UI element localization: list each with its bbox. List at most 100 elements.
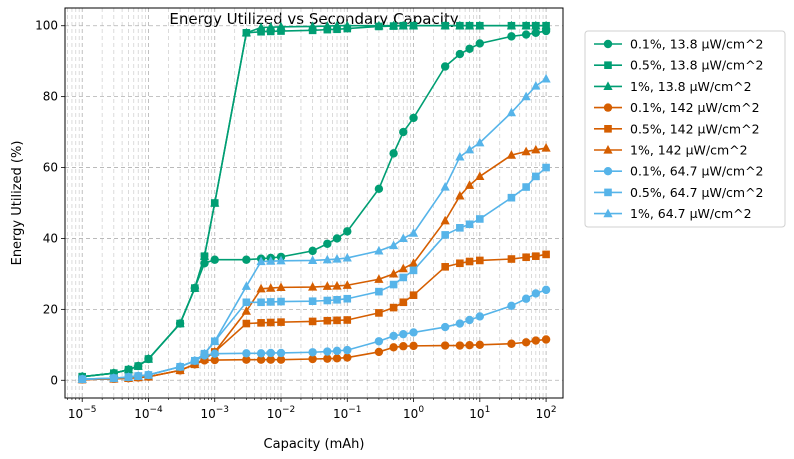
y-tick-label: 40	[43, 231, 58, 245]
data-point	[266, 348, 275, 358]
data-point	[506, 107, 517, 117]
data-point	[506, 20, 517, 30]
x-tick-label: 10−5	[68, 405, 97, 421]
y-tick-label: 80	[43, 90, 58, 104]
legend-marker	[603, 103, 613, 112]
x-tick-label: 10−3	[200, 405, 229, 421]
data-point	[332, 280, 342, 290]
y-tick-label: 100	[35, 19, 58, 33]
data-point	[506, 150, 517, 159]
data-point	[507, 301, 516, 311]
data-point	[440, 182, 450, 191]
data-point	[256, 283, 266, 293]
data-point	[475, 137, 485, 147]
chart-title: Energy Utilized vs Secondary Capacity	[169, 10, 458, 28]
legend-marker	[603, 81, 613, 90]
data-point	[408, 258, 419, 267]
y-axis-label: Energy Utilized (%)	[10, 141, 25, 266]
data-point	[399, 329, 408, 339]
data-point	[374, 20, 384, 30]
legend-item: 1%, 142 μW/cm^2	[594, 143, 748, 158]
data-point	[531, 144, 541, 154]
data-point	[241, 306, 251, 315]
data-point	[531, 289, 541, 298]
data-point	[277, 27, 285, 35]
legend-marker	[603, 145, 613, 154]
data-point	[210, 355, 219, 365]
data-point	[266, 298, 275, 306]
data-point	[190, 355, 200, 365]
legend-label: 1%, 13.8 μW/cm^2	[630, 79, 752, 94]
data-point	[256, 355, 266, 364]
data-point	[542, 163, 550, 172]
data-point	[522, 183, 530, 191]
data-point	[541, 285, 551, 295]
data-point	[399, 298, 408, 307]
data-point	[408, 228, 419, 237]
y-tick-label: 0	[50, 373, 58, 387]
data-point	[342, 252, 352, 262]
data-point	[465, 257, 474, 266]
data-point	[276, 21, 286, 31]
data-point	[322, 21, 332, 30]
data-point	[475, 20, 485, 30]
data-point	[242, 255, 251, 264]
data-point	[323, 296, 332, 305]
data-point	[465, 44, 474, 53]
legend-marker	[604, 125, 612, 133]
data-point	[475, 171, 485, 181]
data-point	[541, 20, 551, 30]
data-point	[541, 73, 551, 83]
data-point	[388, 240, 399, 250]
data-point	[323, 316, 332, 325]
data-point	[332, 234, 342, 243]
data-point	[507, 193, 516, 202]
x-axis-label: Capacity (mAh)	[264, 437, 365, 452]
data-point	[522, 253, 530, 262]
data-point	[308, 282, 318, 291]
legend-marker	[603, 208, 613, 218]
grid	[65, 8, 563, 398]
data-point	[323, 239, 332, 248]
data-point	[409, 291, 418, 299]
data-point	[465, 220, 474, 229]
data-point	[266, 283, 276, 292]
data-point	[389, 280, 398, 289]
data-point	[256, 22, 266, 32]
data-point	[342, 280, 352, 289]
data-point	[440, 215, 450, 225]
series-layer	[77, 20, 551, 384]
data-point	[398, 233, 408, 243]
data-point	[532, 252, 540, 260]
data-point	[343, 316, 352, 324]
data-point	[241, 281, 251, 290]
data-point	[133, 371, 143, 380]
data-point	[210, 255, 219, 264]
data-point	[199, 348, 210, 358]
data-point	[277, 318, 285, 326]
data-point	[266, 22, 276, 31]
data-point	[374, 184, 384, 194]
data-point	[507, 255, 516, 263]
legend-item: 1%, 64.7 μW/cm^2	[594, 206, 752, 221]
y-tick-label: 20	[43, 302, 58, 316]
data-point	[398, 20, 408, 30]
data-point	[266, 256, 276, 265]
data-point	[440, 322, 450, 332]
data-point	[308, 317, 317, 326]
legend-label: 1%, 142 μW/cm^2	[630, 143, 748, 158]
data-point	[476, 215, 484, 223]
data-point	[277, 297, 285, 306]
data-point	[465, 340, 474, 350]
data-point	[308, 26, 317, 35]
legend-item: 0.1%, 142 μW/cm^2	[594, 100, 760, 115]
data-point	[531, 81, 541, 90]
data-point	[175, 318, 185, 328]
data-point	[308, 348, 317, 357]
data-point	[77, 374, 87, 383]
data-point	[531, 336, 541, 345]
legend-marker	[604, 188, 612, 197]
data-point	[276, 348, 286, 358]
data-point	[123, 372, 134, 381]
